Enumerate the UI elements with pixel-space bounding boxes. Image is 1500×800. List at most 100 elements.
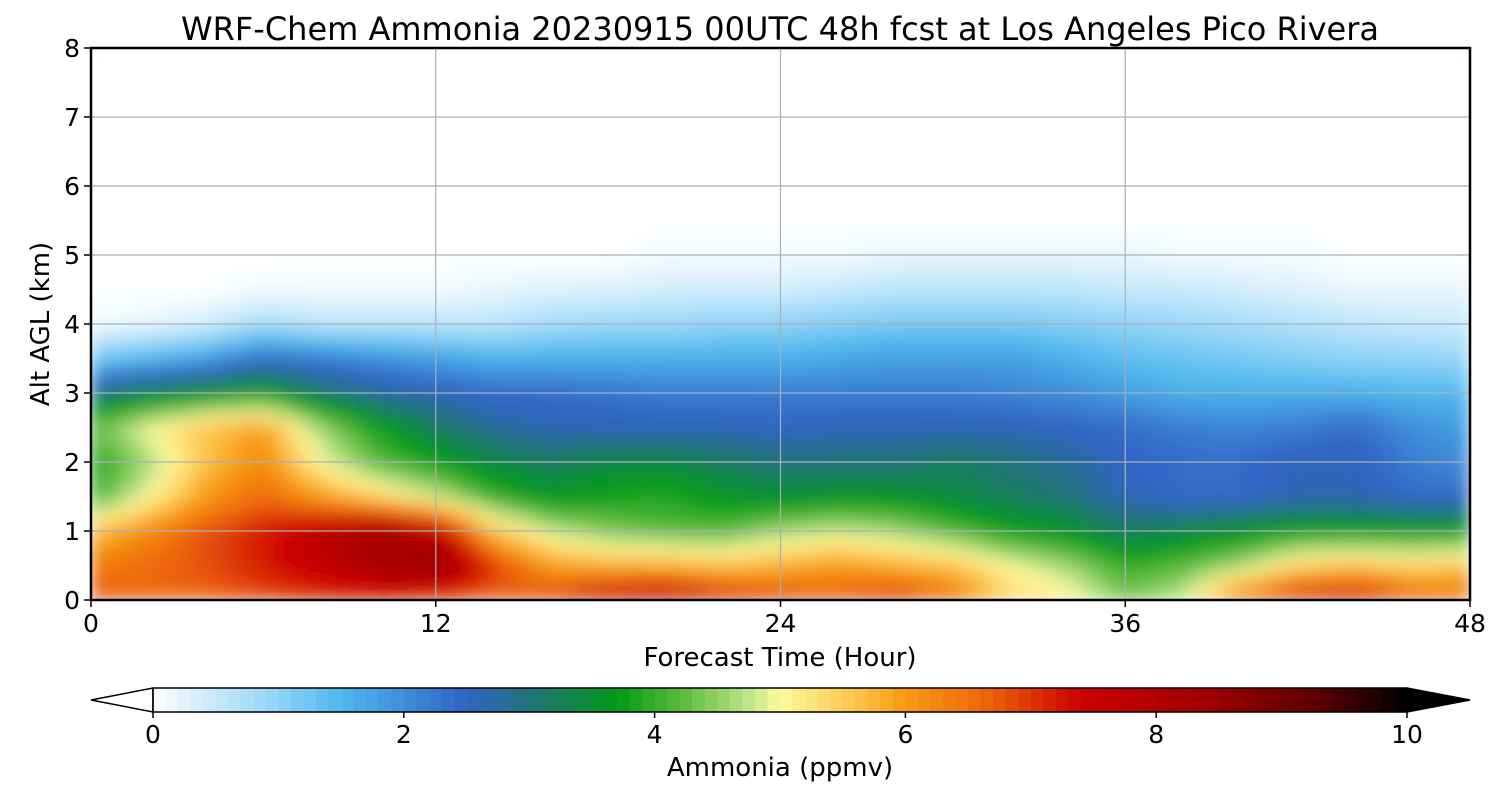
heatmap-cell xyxy=(981,502,997,511)
heatmap-cell xyxy=(1096,440,1112,449)
heatmap-cell xyxy=(995,565,1011,573)
heatmap-cell xyxy=(1455,413,1470,422)
heatmap-cell xyxy=(736,240,753,249)
heatmap-cell xyxy=(1139,551,1155,560)
heatmap-cell xyxy=(1440,482,1457,491)
heatmap-cell xyxy=(507,364,523,373)
heatmap-cell xyxy=(1110,316,1126,325)
heatmap-cell xyxy=(995,496,1011,504)
heatmap-cell xyxy=(607,502,623,511)
heatmap-cell xyxy=(909,406,925,415)
heatmap-cell xyxy=(564,268,580,277)
heatmap-cell xyxy=(478,558,494,566)
heatmap-cell xyxy=(981,275,997,284)
heatmap-cell xyxy=(1024,323,1040,332)
heatmap-cell xyxy=(966,433,983,442)
heatmap-cell xyxy=(406,537,422,546)
heatmap-cell xyxy=(147,578,164,587)
heatmap-cell xyxy=(191,578,207,587)
heatmap-cell xyxy=(478,454,494,463)
heatmap-cell xyxy=(722,565,738,573)
heatmap-cell xyxy=(1124,468,1141,477)
heatmap-cell xyxy=(837,330,853,339)
heatmap-cell xyxy=(1096,592,1112,600)
heatmap-cell xyxy=(104,344,121,353)
heatmap-cell xyxy=(1225,240,1241,249)
heatmap-cell xyxy=(751,454,767,463)
heatmap-cell xyxy=(550,413,566,422)
heatmap-cell xyxy=(708,482,724,491)
heatmap-cell xyxy=(349,337,365,346)
heatmap-cell xyxy=(392,427,408,435)
heatmap-cell xyxy=(564,337,580,346)
heatmap-cell xyxy=(1412,392,1428,401)
heatmap-cell xyxy=(679,268,695,277)
heatmap-cell xyxy=(866,551,882,560)
heatmap-cell xyxy=(823,420,839,428)
heatmap-cell xyxy=(823,371,839,380)
heatmap-cell xyxy=(291,323,307,332)
heatmap-cell xyxy=(1139,295,1155,304)
heatmap-cell xyxy=(507,482,523,491)
heatmap-cell xyxy=(449,447,465,456)
heatmap-cell xyxy=(1311,551,1327,560)
heatmap-cell xyxy=(995,530,1011,539)
heatmap-cell xyxy=(521,358,537,366)
heatmap-cell xyxy=(693,413,710,422)
heatmap-cell xyxy=(1340,323,1356,332)
heatmap-cell xyxy=(1440,358,1457,366)
heatmap-cell xyxy=(736,440,753,449)
heatmap-cell xyxy=(1340,558,1356,566)
heatmap-cell xyxy=(1325,330,1342,339)
heatmap-cell xyxy=(751,261,767,270)
heatmap-cell xyxy=(248,247,264,256)
heatmap-cell xyxy=(1067,282,1083,290)
heatmap-cell xyxy=(1297,558,1313,566)
heatmap-cell xyxy=(406,323,422,332)
heatmap-cell xyxy=(420,344,437,353)
heatmap-cell xyxy=(564,358,580,366)
heatmap-cell xyxy=(262,413,279,422)
heatmap-cell xyxy=(320,530,336,539)
heatmap-cell xyxy=(1368,537,1385,546)
heatmap-cell xyxy=(1426,571,1442,580)
heatmap-cell xyxy=(420,275,437,284)
heatmap-cell xyxy=(478,461,494,470)
heatmap-cell xyxy=(923,385,940,394)
heatmap-cell xyxy=(176,268,193,277)
heatmap-cell xyxy=(1354,330,1370,339)
heatmap-cell xyxy=(248,489,264,497)
heatmap-cell xyxy=(377,364,394,373)
heatmap-cell xyxy=(1282,571,1299,580)
heatmap-cell xyxy=(1325,509,1342,518)
heatmap-cell xyxy=(966,358,983,366)
heatmap-cell xyxy=(234,302,250,311)
heatmap-cell xyxy=(463,502,480,511)
heatmap-cell xyxy=(679,454,695,463)
heatmap-cell xyxy=(1210,295,1227,304)
heatmap-cell xyxy=(880,268,896,277)
heatmap-cell xyxy=(262,358,279,366)
heatmap-cell xyxy=(305,240,322,249)
heatmap-cell xyxy=(1038,406,1054,415)
heatmap-cell xyxy=(219,399,236,408)
heatmap-cell xyxy=(1325,420,1342,428)
heatmap-cell xyxy=(1124,420,1141,428)
heatmap-cell xyxy=(406,523,422,532)
heatmap-cell xyxy=(1096,282,1112,290)
heatmap-cell xyxy=(478,565,494,573)
heatmap-cell xyxy=(535,558,552,566)
heatmap-cell xyxy=(1024,558,1040,566)
heatmap-cell xyxy=(420,240,437,249)
heatmap-cell xyxy=(1368,406,1385,415)
heatmap-cell xyxy=(133,371,149,380)
heatmap-cell xyxy=(923,427,940,435)
heatmap-cell xyxy=(880,406,896,415)
heatmap-cell xyxy=(1426,440,1442,449)
heatmap-cell xyxy=(1383,371,1399,380)
heatmap-cell xyxy=(1383,261,1399,270)
heatmap-cell xyxy=(866,585,882,594)
heatmap-cell xyxy=(1354,468,1370,477)
heatmap-cell xyxy=(147,309,164,318)
heatmap-cell xyxy=(320,302,336,311)
